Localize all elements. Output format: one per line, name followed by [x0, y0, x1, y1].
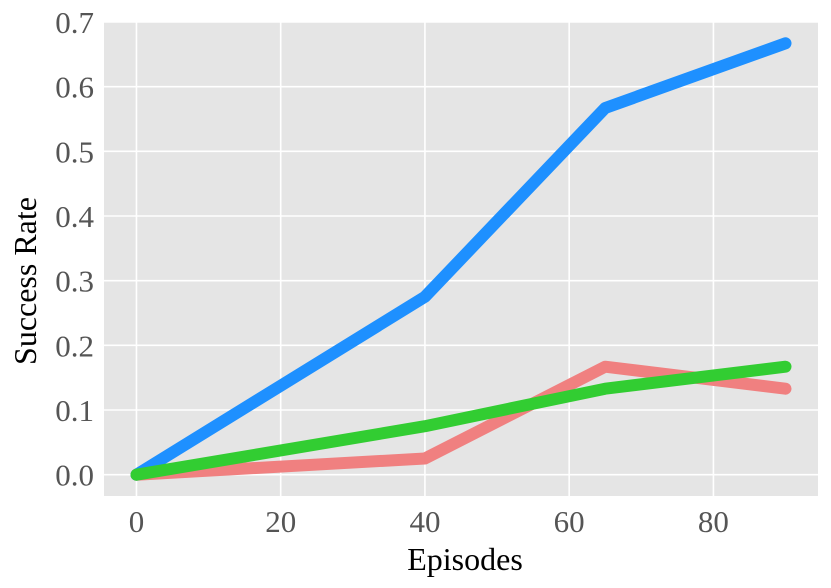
y-tick-label: 0.3: [55, 264, 94, 299]
y-tick-label: 0.2: [55, 328, 94, 363]
y-tick-label: 0.4: [55, 199, 94, 234]
grid: [104, 21, 818, 496]
series-line-3: [130, 360, 792, 481]
y-tick-label: 0.5: [55, 134, 94, 169]
series-line-2: [130, 37, 792, 481]
x-tick-label: 40: [409, 504, 440, 539]
x-tick-label: 60: [554, 504, 585, 539]
x-tick-label: 80: [698, 504, 729, 539]
x-tick-label: 0: [129, 504, 145, 539]
x-axis-ticks: 0 20 40 60 80: [129, 504, 729, 539]
y-axis-label: Success Rate: [7, 197, 43, 365]
x-axis-label: Episodes: [407, 541, 523, 577]
series-lines: [130, 37, 792, 481]
x-tick-label: 20: [265, 504, 296, 539]
y-tick-label: 0.0: [55, 458, 94, 493]
y-tick-label: 0.7: [55, 5, 94, 40]
y-tick-label: 0.1: [55, 393, 94, 428]
y-tick-label: 0.6: [55, 70, 94, 105]
y-axis-ticks: 0.0 0.1 0.2 0.3 0.4 0.5 0.6 0.7: [55, 5, 94, 493]
